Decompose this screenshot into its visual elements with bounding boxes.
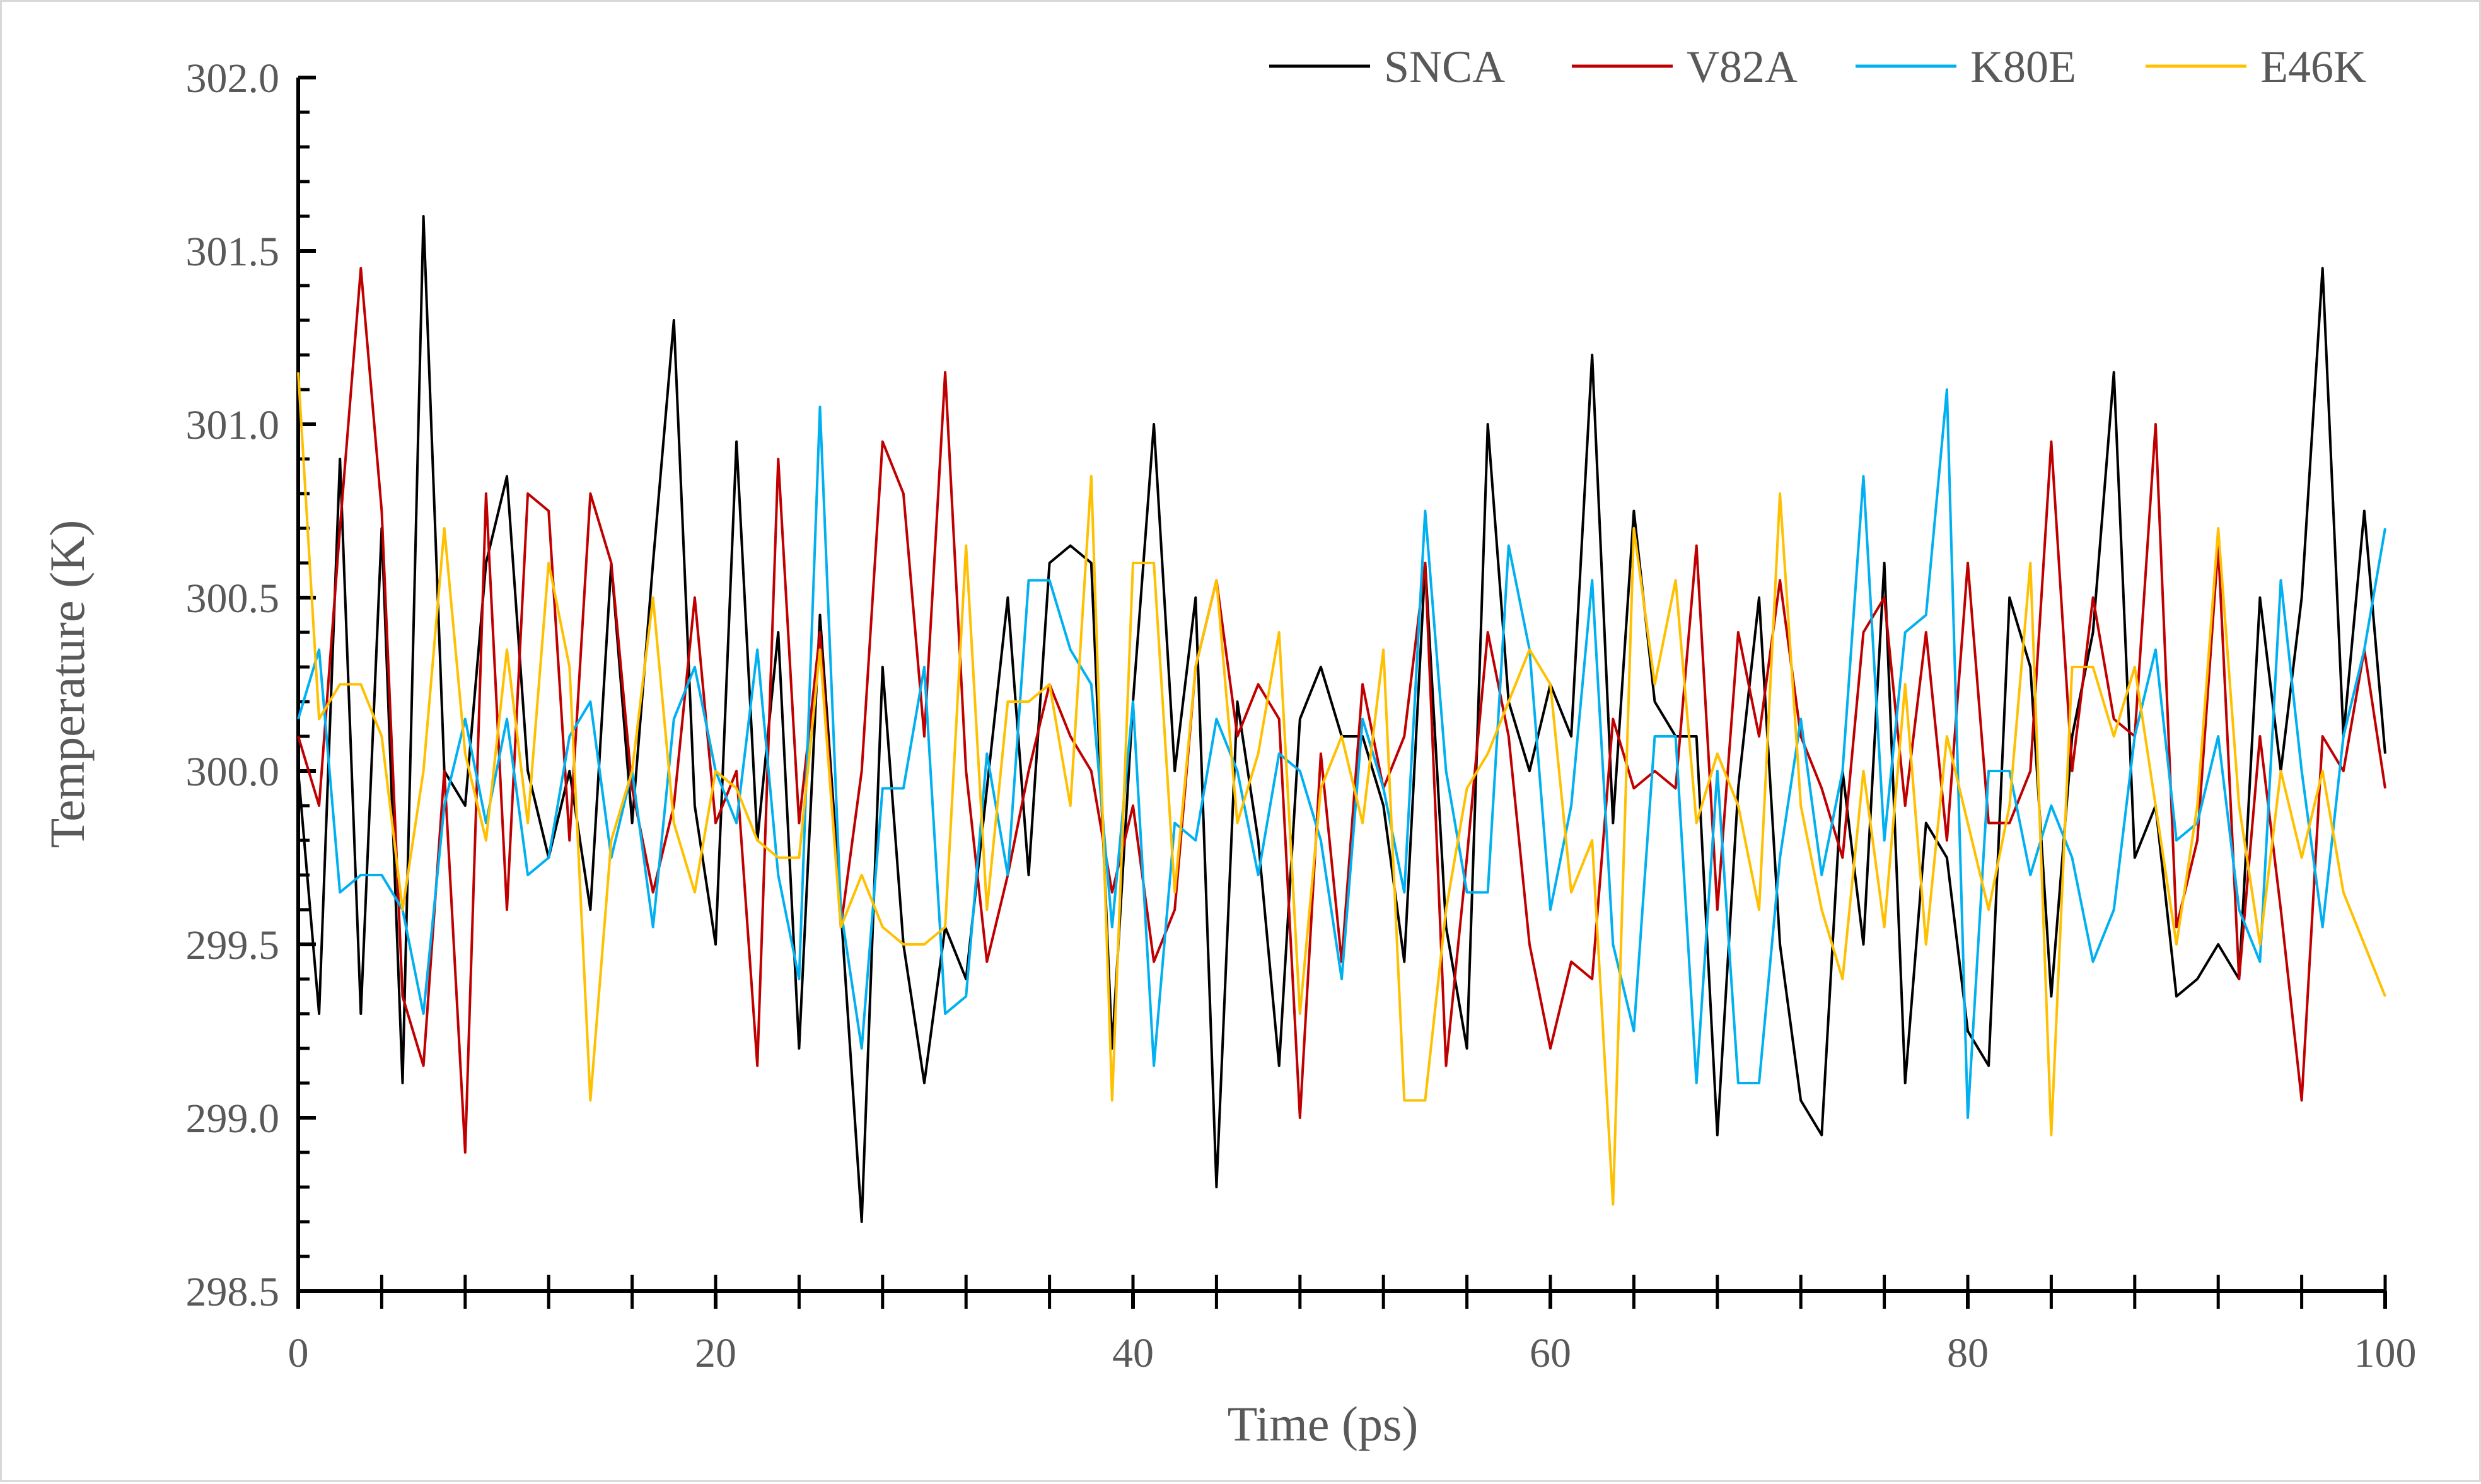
y-tick-label: 301.0 — [186, 402, 280, 448]
legend-label-k80e: K80E — [1970, 42, 2076, 92]
x-tick-label: 40 — [1112, 1330, 1154, 1376]
x-tick-label: 20 — [695, 1330, 736, 1376]
x-tick-label: 60 — [1530, 1330, 1571, 1376]
legend-label-e46k: E46K — [2260, 42, 2366, 92]
x-tick-label: 0 — [288, 1330, 309, 1376]
y-axis-title: Temperature (K) — [40, 520, 95, 849]
y-tick-label: 299.0 — [186, 1096, 280, 1142]
y-tick-label: 299.5 — [186, 922, 280, 968]
x-tick-label: 100 — [2354, 1330, 2417, 1376]
legend-label-v82a: V82A — [1687, 42, 1798, 92]
series-line-v82a — [297, 267, 2386, 1154]
legend-label-snca: SNCA — [1384, 42, 1505, 92]
y-tick-label: 298.5 — [186, 1269, 280, 1315]
y-tick-label: 301.5 — [186, 229, 280, 275]
x-axis-title: Time (ps) — [1228, 1396, 1419, 1451]
y-tick-label: 300.0 — [186, 749, 280, 795]
x-tick-label: 80 — [1947, 1330, 1989, 1376]
y-tick-label: 300.5 — [186, 576, 280, 622]
series-line-e46k — [297, 372, 2386, 1206]
series-layer — [297, 215, 2386, 1223]
legend: SNCA V82A K80E E46K — [1269, 42, 2366, 92]
y-tick-label: 302.0 — [186, 55, 280, 101]
series-line-k80e — [297, 388, 2386, 1119]
series-line-snca — [297, 215, 2386, 1223]
